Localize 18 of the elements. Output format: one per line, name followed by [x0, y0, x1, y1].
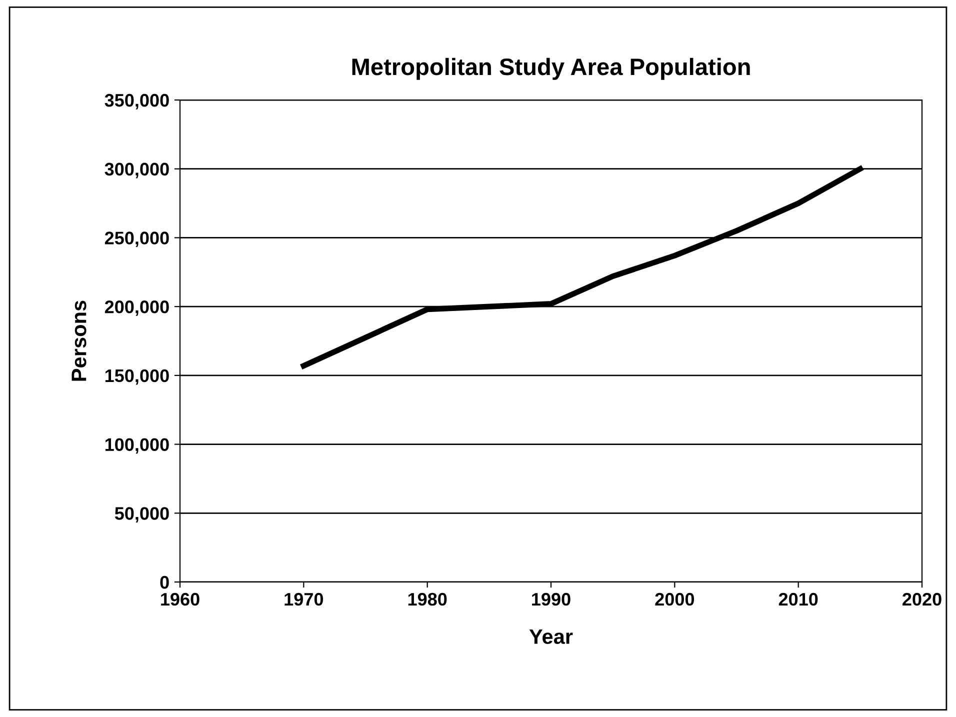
y-tick-label: 0	[160, 576, 169, 589]
x-tick-label: 1990	[532, 592, 570, 606]
chart-title: Metropolitan Study Area Population	[352, 58, 750, 80]
x-tick-label: 2000	[655, 592, 694, 606]
y-tick-label: 300,000	[104, 162, 169, 178]
y-tick-label: 250,000	[104, 232, 169, 248]
x-tick-label: 2020	[902, 592, 942, 606]
y-tick-label: 200,000	[104, 300, 169, 316]
x-axis-title: Year	[529, 629, 573, 644]
x-tick-label: 1980	[408, 592, 447, 606]
y-tick-label: 50,000	[114, 507, 169, 522]
y-axis-title: Persons	[72, 300, 86, 381]
y-tick-label: 150,000	[105, 369, 169, 385]
y-tick-label: 350,000	[104, 94, 169, 110]
y-tick-label: 100,000	[105, 438, 169, 454]
x-tick-label: 2010	[778, 592, 818, 606]
x-tick-label: 1970	[284, 592, 324, 606]
x-tick-label: 1960	[161, 592, 200, 606]
